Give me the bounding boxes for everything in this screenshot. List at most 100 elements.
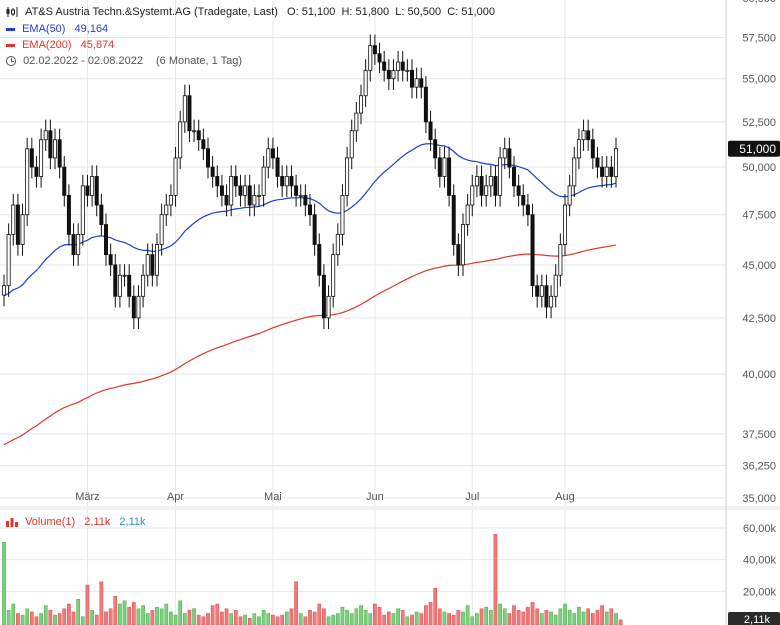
volume-bar (512, 605, 516, 625)
volume-tick-label: 20,00k (743, 586, 777, 598)
volume-bar (29, 611, 34, 625)
volume-bar (118, 603, 122, 625)
volume-bar (62, 608, 67, 625)
range-detail: (6 Monate, 1 Tag) (156, 55, 243, 67)
volume-bar (377, 606, 382, 625)
ema200-value: 45,874 (80, 39, 115, 51)
y-tick-label: 37,500 (742, 429, 776, 441)
candle-body (233, 176, 238, 187)
candle-body (25, 148, 30, 216)
volume-bar (354, 608, 359, 625)
volume-bar (233, 610, 238, 625)
candle-body (201, 139, 206, 150)
volume-bar (331, 614, 336, 625)
volume-bar (308, 610, 312, 625)
ema50-swatch (6, 27, 15, 31)
volume-last-badge (728, 612, 780, 625)
date-range: 02.02.2022 - 02.08.2022 (23, 55, 143, 67)
volume-legend[interactable]: Volume(1) 2,11k 2,11k (6, 516, 146, 528)
volume-bar (261, 610, 266, 625)
candle-body (549, 295, 554, 308)
candle-body (127, 274, 132, 297)
volume-bar (20, 614, 25, 625)
candle-body (210, 166, 215, 177)
volume-bar (577, 606, 581, 625)
volume-bar (2, 542, 6, 625)
volume-bar (479, 608, 484, 625)
volume-bar (169, 611, 173, 625)
volume-bar (447, 613, 451, 625)
volume-bar (113, 595, 118, 625)
candle-body (284, 176, 289, 187)
grid (0, 0, 726, 625)
candle-body (298, 194, 303, 197)
volume-bar (312, 611, 317, 625)
candle-body (261, 166, 266, 196)
volume-bar (618, 619, 623, 625)
candle-body (498, 157, 503, 196)
volume-bar (567, 610, 572, 625)
panel-separator (0, 506, 780, 510)
y-tick-label: 52,500 (742, 117, 776, 129)
candle-body (289, 176, 294, 187)
volume-bar (326, 616, 331, 625)
ema200-path (3, 244, 617, 446)
candle-body (76, 234, 81, 256)
volume-bar (604, 611, 609, 625)
volume-bar (192, 608, 196, 625)
volume-bar (405, 616, 410, 625)
candle-body (29, 148, 34, 168)
volume-bar (206, 613, 210, 625)
candle-body (57, 139, 62, 168)
ema200-legend[interactable]: EMA(200) 45,874 (6, 39, 114, 51)
candle-body (280, 176, 285, 187)
candle-body (39, 139, 44, 177)
candle-body (437, 157, 442, 177)
ema50-legend[interactable]: EMA(50) 49,164 (6, 23, 108, 35)
volume-bar (488, 610, 493, 625)
volume-bar (48, 610, 53, 625)
volume-bar (80, 616, 85, 625)
candle-body (173, 157, 178, 196)
candle-body (414, 78, 419, 88)
y-tick-label: 40,000 (742, 369, 776, 381)
candle-body (493, 176, 498, 196)
volume-bar (173, 614, 178, 625)
volume-bar (39, 613, 43, 625)
volume-bar (257, 616, 261, 625)
volume-bar (266, 613, 271, 625)
volume-bar (428, 602, 433, 625)
candle-body (335, 234, 340, 256)
candle-body (34, 166, 39, 177)
volume-bar (437, 608, 442, 625)
candle-body (252, 194, 257, 206)
volume-bar (141, 605, 145, 625)
volume-bar (196, 614, 201, 625)
volume-bar (215, 603, 220, 625)
candle-body (423, 86, 428, 123)
candle-body (275, 157, 280, 177)
volume-bar (67, 603, 71, 625)
volume-bar (43, 605, 48, 625)
volume-bar (419, 613, 424, 625)
x-tick-label: Jun (366, 491, 384, 503)
candle-body (53, 139, 58, 159)
volume-bar (359, 605, 363, 625)
candle-body (178, 121, 183, 159)
volume-bar (502, 608, 507, 625)
volume-bar (391, 613, 396, 625)
volume-bar (317, 603, 322, 625)
volume-bar (145, 613, 150, 625)
volume-bar (363, 610, 368, 625)
volume-bar (410, 614, 414, 625)
volume-bar (600, 605, 604, 625)
candle-body (488, 176, 493, 187)
volume-bar (521, 611, 526, 625)
candle-body (521, 194, 526, 206)
candle-body (340, 194, 345, 235)
candle-body (141, 274, 146, 297)
volume-bar (340, 606, 345, 625)
volume-bar (526, 606, 530, 625)
